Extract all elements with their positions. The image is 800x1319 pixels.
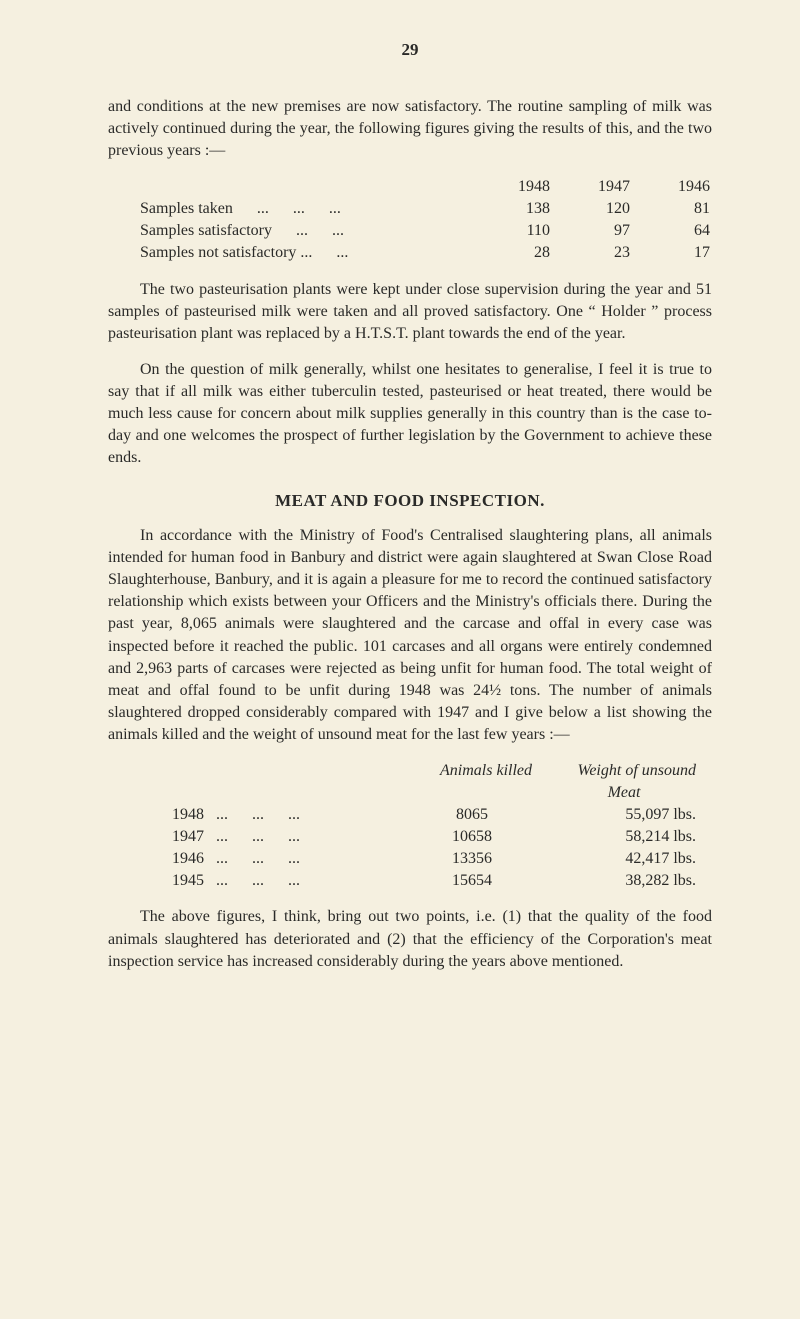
- paragraph-2: The two pasteurisation plants were kept …: [108, 279, 712, 345]
- slaughter-table: Animals killed Weight of unsound Meat 19…: [108, 760, 712, 892]
- col-meat: Meat: [552, 782, 712, 804]
- section-heading: MEAT AND FOOD INSPECTION.: [108, 491, 712, 511]
- table-row: 1947 ... ... ... 10658 58,214 lbs.: [108, 826, 712, 848]
- table-row: 1945 ... ... ... 15654 38,282 lbs.: [108, 870, 712, 892]
- table-row: 1946 ... ... ... 13356 42,417 lbs.: [108, 848, 712, 870]
- year-1946: 1946: [630, 176, 710, 198]
- paragraph-1: and conditions at the new premises are n…: [108, 96, 712, 162]
- table-header-row: Animals killed Weight of unsound: [108, 760, 712, 782]
- milk-samples-table: 1948 1947 1946 Samples taken ... ... ...…: [108, 176, 712, 264]
- col-weight-unsound: Weight of unsound: [552, 760, 712, 782]
- table-header-row: 1948 1947 1946: [108, 176, 712, 198]
- year-1947: 1947: [550, 176, 630, 198]
- paragraph-3: On the question of milk generally, whils…: [108, 359, 712, 469]
- page-number: 29: [108, 40, 712, 60]
- col-animals-killed: Animals killed: [412, 760, 552, 782]
- table-row: 1948 ... ... ... 8065 55,097 lbs.: [108, 804, 712, 826]
- table-header-row: Meat: [108, 782, 712, 804]
- paragraph-4: In accordance with the Ministry of Food'…: [108, 525, 712, 746]
- table-row: Samples satisfactory ... ... 110 97 64: [108, 220, 712, 242]
- table-row: Samples taken ... ... ... 138 120 81: [108, 198, 712, 220]
- table-row: Samples not satisfactory ... ... 28 23 1…: [108, 242, 712, 264]
- year-1948: 1948: [470, 176, 550, 198]
- paragraph-5: The above figures, I think, bring out tw…: [108, 906, 712, 972]
